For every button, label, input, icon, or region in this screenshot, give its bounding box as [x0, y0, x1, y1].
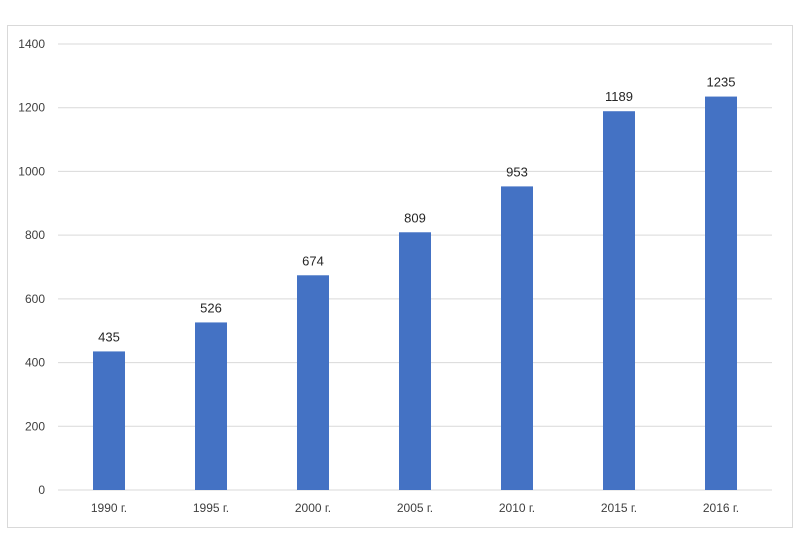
y-tick-label: 1200	[18, 101, 45, 115]
y-tick-label: 0	[38, 483, 45, 497]
y-tick-label: 1400	[18, 37, 45, 51]
data-label: 526	[200, 300, 222, 315]
bar	[399, 232, 431, 491]
x-tick-label: 2015 г.	[601, 501, 637, 515]
x-tick-label: 2010 г.	[499, 501, 535, 515]
data-label: 1235	[707, 75, 736, 90]
data-label: 674	[302, 253, 324, 268]
y-tick-label: 400	[25, 356, 45, 370]
data-label: 809	[404, 210, 426, 225]
data-label: 435	[98, 329, 120, 344]
x-axis-ticks: 1990 г. 1995 г. 2000 г. 2005 г. 2010 г. 2015 …	[91, 501, 739, 515]
x-tick-label: 2016 г.	[703, 501, 739, 515]
y-axis-ticks: 0 200 400 600 800 1000 1200 1400	[18, 37, 45, 497]
bar	[297, 275, 329, 490]
x-tick-label: 1990 г.	[91, 501, 127, 515]
data-label: 1189	[605, 89, 633, 104]
bar	[501, 186, 533, 490]
bar	[93, 351, 125, 490]
bars	[93, 96, 737, 491]
bar	[603, 111, 635, 491]
bar	[705, 96, 737, 491]
y-tick-label: 1000	[18, 164, 45, 178]
data-label: 953	[506, 164, 528, 179]
bar	[195, 322, 227, 490]
x-tick-label: 2000 г.	[295, 501, 331, 515]
x-tick-label: 2005 г.	[397, 501, 433, 515]
y-tick-label: 800	[25, 228, 45, 242]
y-tick-label: 600	[25, 292, 45, 306]
data-labels: 435 526 674 809 953 1189 1235	[98, 75, 735, 345]
x-tick-label: 1995 г.	[193, 501, 229, 515]
y-tick-label: 200	[25, 419, 45, 433]
